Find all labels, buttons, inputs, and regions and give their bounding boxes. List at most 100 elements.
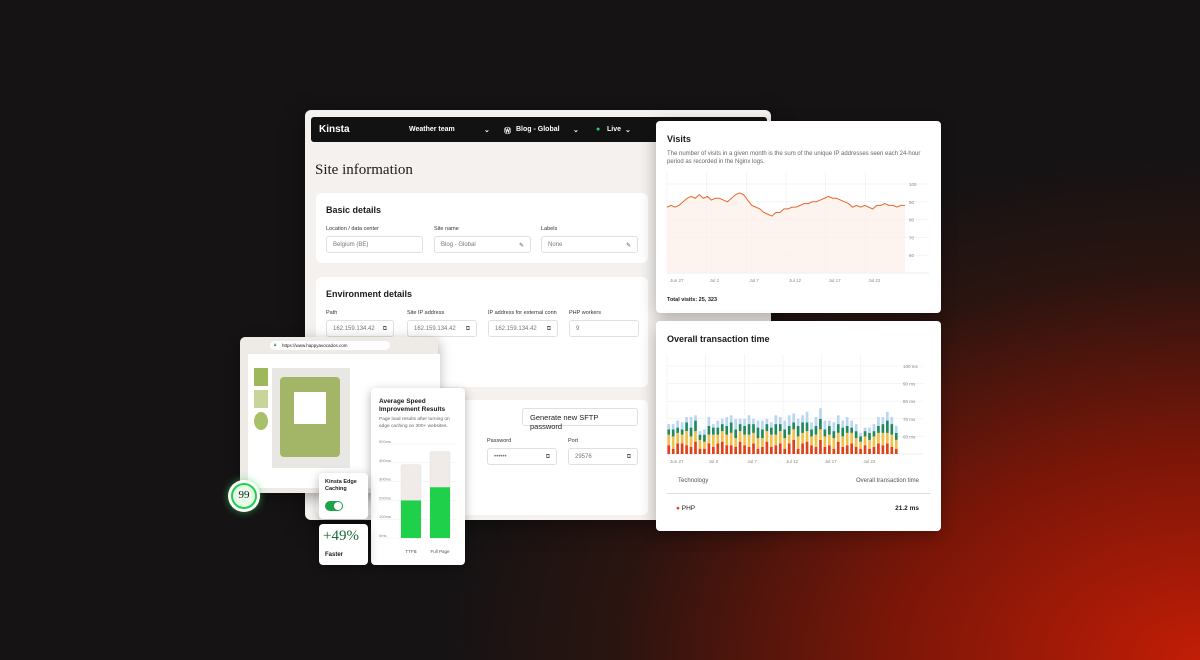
bar-segment bbox=[796, 425, 800, 437]
bar-segment bbox=[761, 429, 764, 439]
bar-segment bbox=[877, 425, 880, 433]
bar-segment bbox=[734, 446, 737, 454]
chevron-down-icon[interactable]: ⌄ bbox=[625, 127, 631, 134]
bar-segment bbox=[774, 424, 778, 435]
live-status-dot: ● bbox=[596, 126, 601, 133]
field-label: Port bbox=[568, 438, 579, 444]
bar-segment bbox=[805, 422, 809, 432]
bar-segment bbox=[729, 445, 733, 454]
bar-segment bbox=[747, 446, 751, 454]
site-ip-field[interactable]: 162.159.134.42 ⧉ bbox=[407, 320, 477, 337]
bar-segment bbox=[698, 439, 702, 449]
bar-segment bbox=[676, 443, 679, 454]
visits-area bbox=[667, 192, 905, 273]
bar-segment bbox=[859, 448, 862, 454]
bar-segment bbox=[689, 436, 693, 447]
bar-segment bbox=[743, 418, 746, 426]
field-label: Location / data center bbox=[326, 226, 379, 232]
category-label: TTFB bbox=[405, 549, 416, 554]
x-tick-label: Jul 17 bbox=[825, 459, 838, 464]
bar-segment bbox=[752, 443, 755, 454]
bar-segment bbox=[770, 422, 773, 428]
bar-segment bbox=[828, 434, 831, 446]
visits-line bbox=[666, 192, 905, 217]
edit-icon: ✎ bbox=[518, 243, 524, 249]
bar-segment bbox=[836, 415, 840, 425]
card-title: Visits bbox=[667, 134, 691, 144]
bar-segment bbox=[832, 448, 836, 454]
bar-segment bbox=[685, 445, 688, 454]
field-label: Site IP address bbox=[407, 310, 445, 316]
bar-segment bbox=[886, 411, 889, 421]
bar-segment bbox=[671, 424, 675, 430]
faster-card: +49% Faster bbox=[319, 524, 368, 565]
location-field[interactable]: Belgium (BE) bbox=[326, 236, 423, 253]
x-tick-label: Jul 22 bbox=[863, 459, 876, 464]
bar-segment bbox=[810, 436, 813, 446]
bar-segment bbox=[868, 439, 871, 449]
bar-segment bbox=[752, 424, 755, 433]
x-tick-label: Jul 17 bbox=[829, 278, 842, 283]
external-ip-field[interactable]: 162.159.134.42 ⧉ bbox=[488, 320, 558, 337]
bar-segment bbox=[716, 443, 720, 454]
bar-segment bbox=[787, 425, 791, 435]
copy-icon: ⧉ bbox=[626, 454, 631, 460]
bar-segment bbox=[738, 424, 742, 432]
labels-field[interactable]: None ✎ bbox=[541, 236, 638, 253]
thumbnail bbox=[254, 368, 268, 386]
category-label: Full Page bbox=[430, 549, 450, 554]
card-title: Overall transaction time bbox=[667, 334, 770, 344]
bar-segment bbox=[734, 438, 737, 447]
chevron-down-icon[interactable]: ⌄ bbox=[573, 127, 579, 134]
site-selector[interactable]: Blog - Global bbox=[516, 126, 560, 133]
chevron-down-icon[interactable]: ⌄ bbox=[484, 127, 490, 134]
edge-caching-toggle[interactable] bbox=[325, 501, 343, 511]
after-bar bbox=[430, 487, 450, 538]
bar-segment bbox=[671, 436, 675, 449]
bar-segment bbox=[685, 417, 688, 423]
bar-segment bbox=[854, 431, 858, 439]
url-bar: 🔒︎ https://www.happyavocados.com bbox=[270, 341, 390, 350]
bar-segment bbox=[729, 415, 733, 423]
bar-segment bbox=[680, 422, 684, 430]
port-field[interactable]: 29576 ⧉ bbox=[568, 448, 638, 465]
field-label: Password bbox=[487, 438, 512, 444]
bar-segment bbox=[792, 422, 795, 430]
y-tick-label: 60 ms bbox=[903, 434, 916, 439]
bar-segment bbox=[738, 431, 742, 442]
bar-segment bbox=[774, 434, 778, 446]
bar-segment bbox=[850, 420, 853, 428]
x-tick-label: Jul 2 bbox=[709, 459, 719, 464]
php-color-dot: ● bbox=[676, 505, 680, 512]
password-field[interactable]: •••••• ⧉ bbox=[487, 448, 557, 465]
bar-segment bbox=[747, 415, 751, 425]
bar-segment bbox=[814, 446, 818, 454]
total-visits: Total visits: 25, 323 bbox=[667, 297, 718, 303]
bar-segment bbox=[734, 429, 737, 439]
php-workers-field[interactable]: 9 bbox=[569, 320, 639, 337]
site-name-field[interactable]: Blog - Global ✎ bbox=[434, 236, 531, 253]
bar-segment bbox=[868, 448, 871, 454]
bar-segment bbox=[877, 417, 880, 426]
bar-segment bbox=[707, 434, 711, 444]
bar-segment bbox=[783, 438, 787, 449]
lock-icon: 🔒︎ bbox=[274, 342, 277, 347]
thumbnail bbox=[254, 390, 268, 408]
bar-segment bbox=[845, 417, 849, 426]
bar-segment bbox=[712, 434, 715, 447]
x-tick-label: Jul 12 bbox=[786, 459, 799, 464]
path-field[interactable]: 162.159.134.42 ⧉ bbox=[326, 320, 394, 337]
y-tick-label: 70 ms bbox=[903, 417, 916, 422]
env-selector[interactable]: Live bbox=[607, 126, 622, 133]
speed-results-card: Average Speed Improvement Results Page l… bbox=[371, 388, 465, 565]
bar-segment bbox=[752, 432, 755, 444]
card-title: Average Speed Improvement Results bbox=[379, 398, 446, 413]
bar-segment bbox=[770, 427, 773, 435]
bar-segment bbox=[810, 445, 813, 454]
team-selector[interactable]: Weather team bbox=[409, 126, 455, 133]
generate-sftp-password-button[interactable]: Generate new SFTP password bbox=[522, 408, 638, 431]
section-title: Environment details bbox=[326, 289, 413, 299]
bar-segment bbox=[703, 448, 706, 454]
y-tick-label: 90 bbox=[909, 200, 915, 205]
bar-segment bbox=[667, 424, 671, 430]
